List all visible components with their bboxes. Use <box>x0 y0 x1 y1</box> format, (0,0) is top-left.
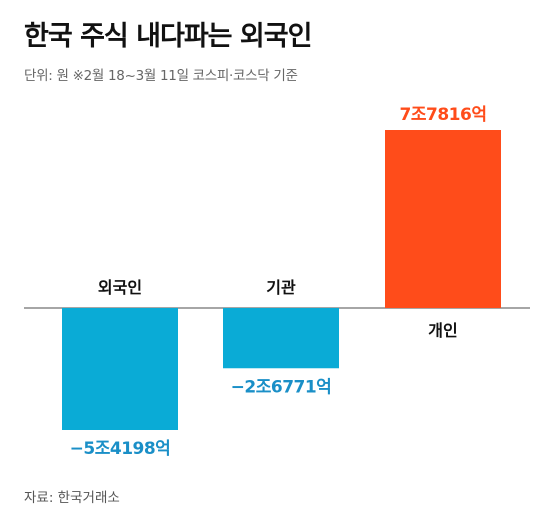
category-label-1: 외국인 <box>98 278 142 297</box>
chart-title: 한국 주식 내다파는 외국인 <box>24 21 312 52</box>
value-label-2: −2조6771억 <box>231 377 332 397</box>
category-label-2: 기관 <box>266 278 296 297</box>
source-note: 자료: 한국거래소 <box>24 490 120 506</box>
bar-3 <box>385 130 501 308</box>
bar-1 <box>62 308 178 430</box>
value-label-3: 7조7816억 <box>400 105 487 125</box>
category-label-3: 개인 <box>428 321 457 340</box>
value-label-1: −5조4198억 <box>70 439 171 459</box>
chart-subtitle: 단위: 원 ※2월 18~3월 11일 코스피·코스닥 기준 <box>24 68 298 84</box>
bar-2 <box>223 308 339 369</box>
